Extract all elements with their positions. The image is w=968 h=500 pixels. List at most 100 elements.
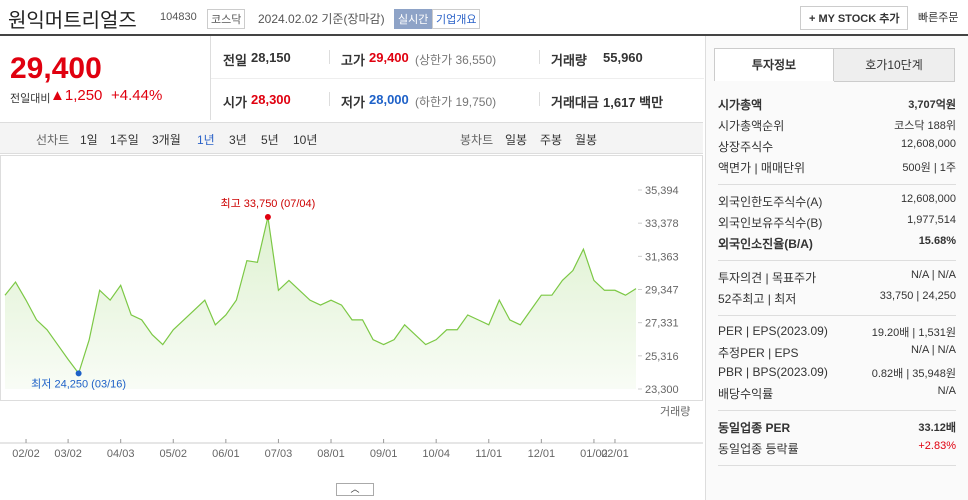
x-tick-label: 02/01 xyxy=(601,448,629,460)
y-tick-label: 27,331 xyxy=(645,318,679,330)
info-row: 시가총액순위 코스닥 188위 xyxy=(718,115,956,136)
period-tab[interactable]: 10년 xyxy=(293,133,318,147)
info-label: 시가총액 xyxy=(718,98,763,112)
tab-group-label: 선차트 xyxy=(36,133,70,147)
info-value: N/A xyxy=(937,385,956,397)
x-tick-label: 10/04 xyxy=(422,448,450,460)
info-label: 투자의견 | 목표주가 xyxy=(718,271,817,285)
x-tick-label: 07/03 xyxy=(265,448,293,460)
candle-tab[interactable]: 일봉 xyxy=(505,133,528,147)
candle-tab[interactable]: 주봉 xyxy=(540,133,563,147)
info-value: 15.68% xyxy=(918,235,956,247)
info-value: 12,608,000 xyxy=(900,193,956,205)
side-panel: 투자정보 호가10단계 시가총액 3,707억원 시가총액순위 코스닥 188위 상장주식수… xyxy=(705,36,968,500)
info-label: 액면가 | 매매단위 xyxy=(718,161,806,175)
divider xyxy=(329,50,330,64)
y-tick-label: 33,378 xyxy=(645,218,679,230)
realtime-badge[interactable]: 실시간 xyxy=(394,9,433,29)
info-value: 19.20배 | 1,531원 xyxy=(871,327,956,339)
summary-value: 28,150 xyxy=(251,50,291,65)
change-rate: +4.44% xyxy=(111,87,163,104)
info-value: 3,707억원 xyxy=(908,99,956,111)
x-tick-label: 04/03 xyxy=(107,448,135,460)
volume-label: 거래량 xyxy=(660,405,690,418)
period-tab[interactable]: 3개월 xyxy=(152,133,181,147)
tab-group-label: 봉차트 xyxy=(460,133,494,147)
info-value: N/A | N/A xyxy=(910,269,956,281)
info-row: 동일업종 PER 33.12배 xyxy=(718,417,956,438)
y-tick-label: 31,363 xyxy=(645,251,679,263)
info-value: +2.83% xyxy=(918,440,956,452)
x-tick-label: 06/01 xyxy=(212,448,240,460)
x-tick-label: 02/02 xyxy=(12,448,40,460)
plot-frame xyxy=(0,155,703,401)
summary-value: 28,300 xyxy=(251,92,291,107)
y-tick-label: 25,316 xyxy=(645,351,679,363)
x-tick-label: 05/02 xyxy=(160,448,188,460)
market-badge: 코스닥 xyxy=(207,9,246,29)
info-label: 52주최고 | 최저 xyxy=(718,292,797,306)
info-row: 액면가 | 매매단위 500원 | 1주 xyxy=(718,157,956,178)
y-tick-label: 29,347 xyxy=(645,285,679,297)
price-area xyxy=(5,217,636,389)
x-tick-label: 03/02 xyxy=(54,448,82,460)
change-label: 전일대비 xyxy=(10,93,51,105)
summary-table: 전일 28,150 고가 29,400 (상한가 36,550) 거래량 55,960 시가 2… xyxy=(210,36,704,120)
collapse-button[interactable]: ︿ xyxy=(336,483,374,496)
info-section: 시가총액 3,707억원 시가총액순위 코스닥 188위 상장주식수 12,608,000… xyxy=(718,88,956,185)
summary-label: 거래대금 xyxy=(551,95,599,110)
stock-name: 원익머트리얼즈 xyxy=(8,10,137,32)
chart: 23,300 25,316 27,331 29,347 31,363 33,378 35,3… xyxy=(0,155,703,460)
info-row: 52주최고 | 최저 33,750 | 24,250 xyxy=(718,288,956,309)
info-label: PER | EPS(2023.09) xyxy=(718,324,828,338)
x-tick-label: 01/02 xyxy=(580,448,608,460)
info-label: 외국인소진율(B/A) xyxy=(718,237,813,251)
info-value: N/A | N/A xyxy=(910,344,956,356)
period-tab[interactable]: 5년 xyxy=(261,133,279,147)
side-tab[interactable]: 투자정보 xyxy=(714,48,834,81)
quick-order[interactable]: 빠른주문 xyxy=(918,12,959,24)
divider xyxy=(329,92,330,106)
high-point xyxy=(264,214,271,221)
info-row: 시가총액 3,707억원 xyxy=(718,94,956,115)
summary-note: (상한가 36,550) xyxy=(415,53,497,67)
summary-label: 저가 xyxy=(341,95,365,110)
x-tick-label: 09/01 xyxy=(370,448,398,460)
info-row: PER | EPS(2023.09) 19.20배 | 1,531원 xyxy=(718,322,956,342)
info-section: 투자의견 | 목표주가 N/A | N/A 52주최고 | 최저 33,750 | 2… xyxy=(718,261,956,316)
info-label: 추정PER | EPS xyxy=(718,346,799,360)
info-label: 외국인보유주식수(B) xyxy=(718,216,823,230)
summary-value: 55,960 xyxy=(603,50,643,65)
info-value: 33,750 | 24,250 xyxy=(879,290,956,302)
side-tab[interactable]: 호가10단계 xyxy=(834,48,955,82)
x-tick-label: 12/01 xyxy=(528,448,556,460)
period-tab[interactable]: 1일 xyxy=(80,133,98,147)
info-row: 추정PER | EPS N/A | N/A xyxy=(718,342,956,363)
info-value: 0.82배 | 35,948원 xyxy=(871,368,956,380)
mystock-button[interactable]: + MY STOCK 추가 xyxy=(800,6,909,30)
summary-value: 28,000 xyxy=(369,92,409,107)
stock-code: 104830 xyxy=(160,11,197,23)
summary-label: 전일 xyxy=(223,53,247,68)
base-date: 2024.02.02 기준(장마감) xyxy=(258,12,385,26)
summary-value: 29,400 xyxy=(369,50,409,65)
candle-tab[interactable]: 월봉 xyxy=(575,133,598,147)
period-tab[interactable]: 1주일 xyxy=(110,133,139,147)
info-row: PBR | BPS(2023.09) 0.82배 | 35,948원 xyxy=(718,363,956,383)
info-row: 외국인한도주식수(A) 12,608,000 xyxy=(718,191,956,212)
period-tab[interactable]: 1년 xyxy=(197,133,215,147)
summary-note: (하한가 19,750) xyxy=(415,95,497,109)
period-tab[interactable]: 3년 xyxy=(229,133,247,147)
overview-button[interactable]: 기업개요 xyxy=(432,9,481,29)
info-label: PBR | BPS(2023.09) xyxy=(718,365,828,379)
x-tick-label: 11/01 xyxy=(475,448,502,460)
info-value: 코스닥 188위 xyxy=(894,120,956,132)
info-row: 외국인보유주식수(B) 1,977,514 xyxy=(718,212,956,233)
info-list: 시가총액 3,707억원 시가총액순위 코스닥 188위 상장주식수 12,608,000… xyxy=(718,88,956,466)
low-point xyxy=(75,370,82,377)
info-section: 동일업종 PER 33.12배 동일업종 등락률 +2.83% xyxy=(718,411,956,466)
divider xyxy=(0,34,968,36)
chart-tabs: 선차트 1일 1주일 3개월 1년 3년 5년 10년 봉차트 일봉 주봉 월봉 xyxy=(0,122,703,154)
summary-value: 1,617 백만 xyxy=(603,95,664,110)
